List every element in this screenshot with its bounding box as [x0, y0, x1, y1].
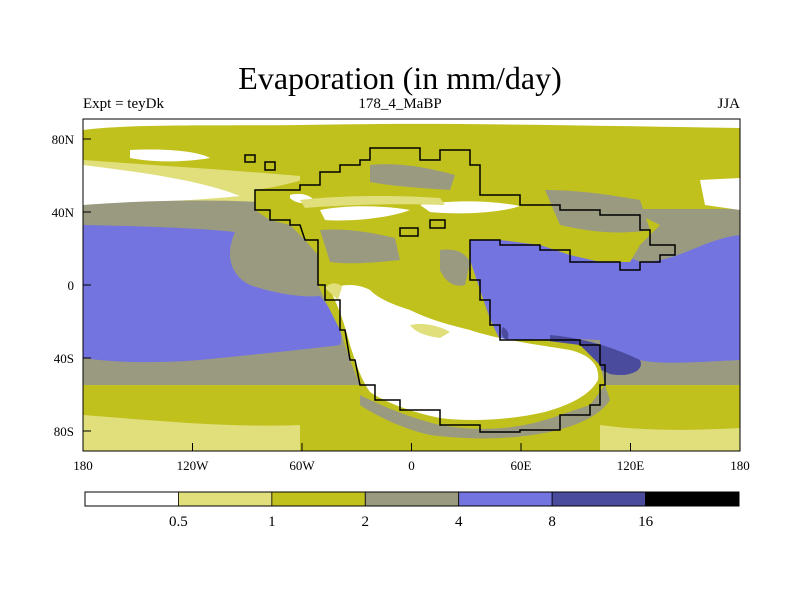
- colorbar-label: 0.5: [169, 514, 188, 530]
- colorbar-label: 8: [548, 514, 556, 530]
- lon-label: 120E: [617, 458, 645, 473]
- colorbar: [84, 491, 740, 507]
- colorbar-label: 16: [638, 514, 654, 530]
- lon-label: 180: [73, 458, 93, 473]
- lon-label: 120W: [177, 458, 210, 473]
- colorbar-swatch: [458, 491, 553, 507]
- lon-label: 180: [730, 458, 750, 473]
- evaporation-field: [83, 119, 740, 451]
- colorbar-label: 1: [268, 514, 276, 530]
- lon-label: 60E: [511, 458, 532, 473]
- lat-label: 80S: [54, 424, 74, 439]
- period-label: 178_4_MaBP: [358, 96, 442, 112]
- map-title: Evaporation (in mm/day): [238, 60, 562, 96]
- lon-tick-marks: [82, 443, 741, 451]
- colorbar-swatch: [645, 491, 740, 507]
- lat-label: 0: [68, 278, 75, 293]
- colorbar-frame: [84, 491, 740, 507]
- lat-label: 80N: [52, 132, 75, 147]
- lat-label: 40N: [52, 205, 75, 220]
- island-outlines: [244, 154, 446, 237]
- colorbar-swatch: [84, 491, 179, 507]
- lon-label: 0: [408, 458, 415, 473]
- lat-tick-marks: [83, 138, 91, 432]
- colorbar-label: 2: [362, 514, 370, 530]
- season-label: JJA: [717, 96, 740, 112]
- lon-label: 60W: [289, 458, 315, 473]
- coastline: [254, 147, 676, 433]
- colorbar-swatch: [178, 491, 273, 507]
- colorbar-swatch: [271, 491, 366, 507]
- colorbar-swatch: [364, 491, 460, 507]
- colorbar-swatch: [551, 491, 646, 507]
- experiment-label: Expt = teyDk: [83, 96, 164, 112]
- lat-label: 40S: [54, 351, 74, 366]
- colorbar-label: 4: [455, 514, 463, 530]
